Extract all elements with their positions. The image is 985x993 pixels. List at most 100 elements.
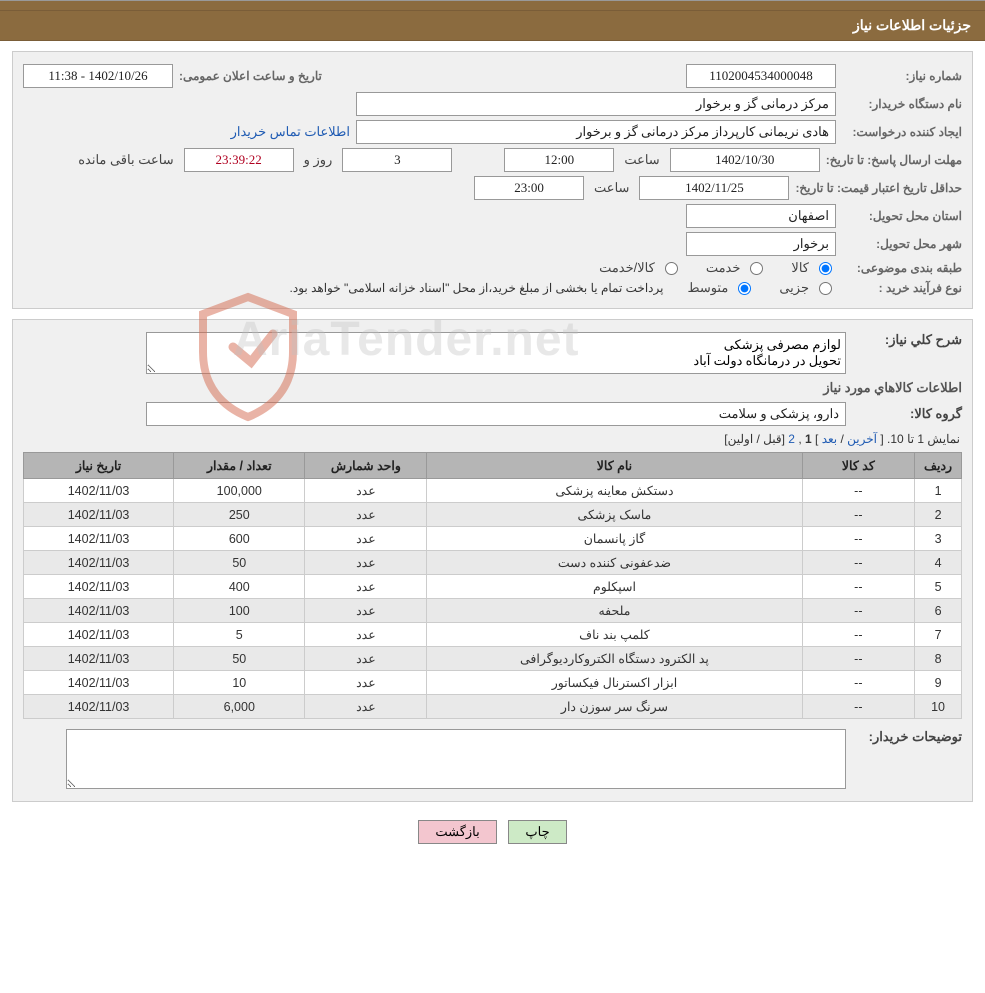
days-and-label: روز و: [300, 152, 337, 168]
remaining-days: 3: [342, 148, 452, 172]
price-validity-label: حداقل تاریخ اعتبار قیمت: تا تاریخ:: [795, 181, 962, 195]
table-cell: --: [802, 479, 915, 503]
table-cell: 50: [174, 551, 305, 575]
table-cell: 100,000: [174, 479, 305, 503]
delivery-province-label: استان محل تحویل:: [842, 209, 962, 223]
print-button[interactable]: چاپ: [508, 820, 566, 844]
requester-label: ایجاد کننده درخواست:: [842, 125, 962, 139]
process-option-partial: جزیی: [779, 280, 809, 296]
reply-deadline-label: مهلت ارسال پاسخ: تا تاریخ:: [826, 153, 962, 167]
table-cell: ملحفه: [427, 599, 802, 623]
table-cell: عدد: [305, 575, 427, 599]
announce-label: تاریخ و ساعت اعلان عمومی:: [179, 69, 322, 83]
table-header: تاریخ نیاز: [24, 453, 174, 479]
table-cell: 8: [915, 647, 962, 671]
delivery-province-value: اصفهان: [686, 204, 836, 228]
table-cell: --: [802, 695, 915, 719]
table-cell: پد الکترود دستگاه الکتروکاردیوگرافی: [427, 647, 802, 671]
class-label: طبقه بندی موضوعی:: [842, 261, 962, 275]
table-cell: عدد: [305, 527, 427, 551]
table-cell: 600: [174, 527, 305, 551]
table-cell: 10: [174, 671, 305, 695]
table-row: 2--ماسک پزشکیعدد2501402/11/03: [24, 503, 962, 527]
table-cell: ماسک پزشکی: [427, 503, 802, 527]
table-cell: اسپکلوم: [427, 575, 802, 599]
table-cell: 9: [915, 671, 962, 695]
table-cell: 1402/11/03: [24, 527, 174, 551]
pager: نمایش 1 تا 10. [ آخرین / بعد ] 1 , 2 [قب…: [25, 432, 960, 446]
table-cell: 1402/11/03: [24, 551, 174, 575]
table-cell: --: [802, 575, 915, 599]
need-number-value: 1102004534000048: [686, 64, 836, 88]
class-option-goods: کالا: [791, 260, 809, 276]
table-cell: عدد: [305, 503, 427, 527]
back-button[interactable]: بازگشت: [418, 820, 496, 844]
pager-prefix: نمایش 1 تا 10.: [887, 432, 960, 446]
remaining-suffix: ساعت باقی مانده: [74, 152, 177, 168]
table-cell: 1402/11/03: [24, 599, 174, 623]
table-header: ردیف: [915, 453, 962, 479]
payment-note: پرداخت تمام یا بخشی از مبلغ خرید،از محل …: [290, 281, 664, 295]
table-header: نام کالا: [427, 453, 802, 479]
buyer-notes-text[interactable]: [66, 729, 846, 789]
reply-deadline-time: 12:00: [504, 148, 614, 172]
need-desc-text[interactable]: [146, 332, 846, 374]
buyer-org-label: نام دستگاه خریدار:: [842, 97, 962, 111]
need-info-panel: AriaTender.net شماره نیاز: 1102004534000…: [12, 51, 973, 309]
hour-label-1: ساعت: [620, 152, 663, 168]
group-value: دارو، پزشکی و سلامت: [146, 402, 846, 426]
table-row: 9--ابزار اکسترنال فیکساتورعدد101402/11/0…: [24, 671, 962, 695]
group-label: گروه کالا:: [852, 406, 962, 422]
table-header: کد کالا: [802, 453, 915, 479]
class-radio-goods[interactable]: [819, 262, 832, 275]
class-option-goods-service: کالا/خدمت: [599, 260, 655, 276]
table-cell: 250: [174, 503, 305, 527]
table-cell: عدد: [305, 479, 427, 503]
table-cell: ابزار اکسترنال فیکساتور: [427, 671, 802, 695]
process-radio-partial[interactable]: [819, 282, 832, 295]
pager-next[interactable]: بعد: [822, 432, 837, 446]
class-radio-service[interactable]: [750, 262, 763, 275]
buyer-notes-label: توضيحات خريدار:: [852, 729, 962, 745]
table-cell: 1: [915, 479, 962, 503]
delivery-city-value: برخوار: [686, 232, 836, 256]
process-radio-medium[interactable]: [738, 282, 751, 295]
table-cell: 50: [174, 647, 305, 671]
table-cell: عدد: [305, 623, 427, 647]
table-cell: 2: [915, 503, 962, 527]
table-cell: 6: [915, 599, 962, 623]
need-items-panel: شرح كلي نياز: اطلاعات كالاهاي مورد نياز …: [12, 319, 973, 802]
table-header: تعداد / مقدار: [174, 453, 305, 479]
requester-value: هادی نریمانی کارپرداز مرکز درمانی گز و ب…: [356, 120, 836, 144]
table-cell: گاز پانسمان: [427, 527, 802, 551]
need-number-label: شماره نیاز:: [842, 69, 962, 83]
table-cell: 1402/11/03: [24, 575, 174, 599]
table-cell: عدد: [305, 671, 427, 695]
table-row: 1--دستکش معاینه پزشکیعدد100,0001402/11/0…: [24, 479, 962, 503]
table-cell: عدد: [305, 647, 427, 671]
table-cell: 1402/11/03: [24, 647, 174, 671]
table-cell: عدد: [305, 695, 427, 719]
table-cell: 10: [915, 695, 962, 719]
buyer-contact-link[interactable]: اطلاعات تماس خریدار: [231, 124, 350, 140]
table-cell: --: [802, 599, 915, 623]
table-cell: 7: [915, 623, 962, 647]
table-cell: --: [802, 551, 915, 575]
table-cell: کلمپ بند ناف: [427, 623, 802, 647]
pager-last[interactable]: آخرین: [847, 432, 877, 446]
table-cell: --: [802, 647, 915, 671]
table-cell: 100: [174, 599, 305, 623]
need-desc-label: شرح كلي نياز:: [852, 332, 962, 348]
table-row: 5--اسپکلومعدد4001402/11/03: [24, 575, 962, 599]
pager-page-1: 1: [805, 432, 812, 446]
announce-value: 1402/10/26 - 11:38: [23, 64, 173, 88]
items-section-title: اطلاعات كالاهاي مورد نياز: [23, 380, 962, 396]
table-cell: 1402/11/03: [24, 623, 174, 647]
table-cell: --: [802, 671, 915, 695]
table-row: 7--کلمپ بند نافعدد51402/11/03: [24, 623, 962, 647]
page-title-bar: جزئیات اطلاعات نیاز: [0, 10, 985, 41]
pager-page-2[interactable]: 2: [788, 432, 795, 446]
class-radio-goods-service[interactable]: [665, 262, 678, 275]
table-header: واحد شمارش: [305, 453, 427, 479]
table-cell: 6,000: [174, 695, 305, 719]
